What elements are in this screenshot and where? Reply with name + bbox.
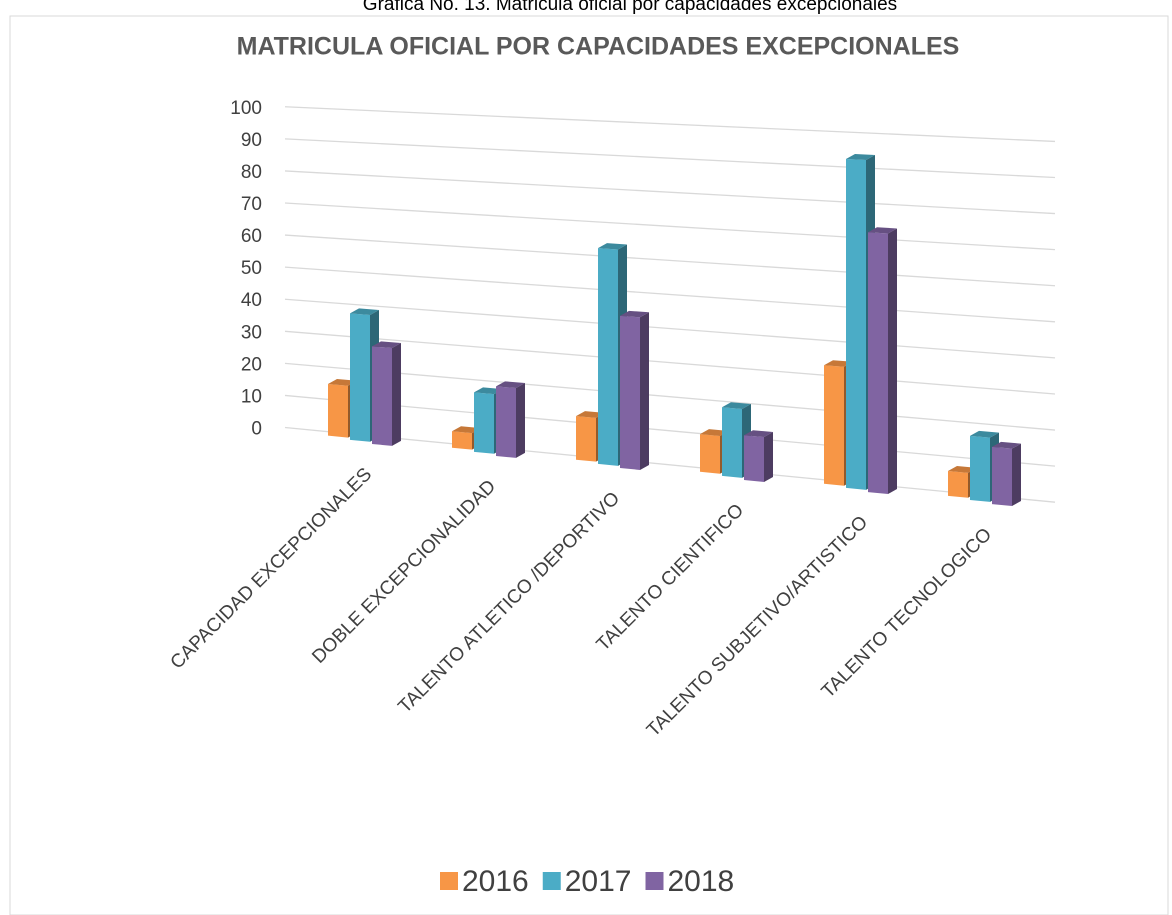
grid-line [284,106,1056,143]
bar [372,341,401,446]
bar-top [328,379,357,386]
y-tick-label: 10 [241,386,262,407]
grid-line [284,426,1056,503]
y-tick-label: 0 [251,419,262,440]
bar-top [846,154,875,160]
y-tick-label: 70 [241,194,262,215]
legend-label: 2016 [462,865,529,898]
bar-front [474,392,494,454]
bar-front [992,446,1012,507]
bar-front [576,416,596,462]
y-tick-label: 30 [241,322,262,343]
bar-side [392,343,401,446]
bar-top [576,411,605,418]
bar-top [868,227,897,234]
grid-line [284,298,1056,359]
y-tick-label: 40 [241,290,262,311]
bar-front [598,248,618,466]
grid-line [284,170,1056,215]
bar-front [824,365,844,486]
bar-front [970,435,990,502]
bar-front [496,386,516,458]
grid-line [284,266,1056,323]
bar-top [598,243,627,250]
grid-line [284,330,1056,395]
bar-front [744,435,764,482]
bar-side [640,312,649,470]
legend-swatch [542,872,561,890]
bar [868,227,897,495]
legend-swatch [440,872,458,890]
legend-label: 2018 [668,865,735,898]
bar [992,441,1021,507]
bar-top [474,387,503,395]
y-tick-label: 60 [241,226,262,247]
bar-side [764,432,773,482]
bar-top [824,360,853,367]
y-tick-label: 20 [241,354,262,375]
bar-front [452,431,472,450]
chart-subtitle: Grafica No. 13. Matricula oficial por ca… [363,0,897,15]
grid-line [284,202,1056,251]
legend-label: 2017 [565,865,632,898]
bar-side [1012,443,1021,507]
bar-top [620,310,649,318]
bar-top [372,341,401,349]
bar [496,381,525,458]
bar-front [846,159,866,490]
legend-swatch [645,872,664,890]
bar-front [372,346,392,446]
bar-front [328,384,348,438]
bar-front [722,407,742,478]
chart-title: MATRICULA OFICIAL POR CAPACIDADES EXCEPC… [237,33,960,61]
grid-line [284,234,1056,287]
y-tick-label: 80 [241,162,262,183]
grid-line [284,138,1056,179]
y-tick-label: 50 [241,258,262,279]
bar [744,430,773,482]
bar-front [620,315,640,470]
bar-top [496,381,525,389]
bar-top [970,430,999,438]
bar-top [722,402,751,409]
grid-line [284,394,1056,467]
bar-front [350,313,370,442]
bar-side [888,228,897,495]
bar-top [350,308,379,315]
bar-top [744,430,773,438]
bar-top [992,441,1021,449]
bar-top [700,429,729,436]
bar-front [948,470,968,498]
bar-front [868,232,888,495]
bar-top [452,426,481,434]
y-tick-label: 90 [241,130,262,151]
bar-top [948,465,977,473]
bar-front [700,434,720,474]
grid-line [284,362,1056,431]
bar [620,310,649,470]
y-tick-label: 100 [230,98,262,119]
bar-side [516,383,525,458]
